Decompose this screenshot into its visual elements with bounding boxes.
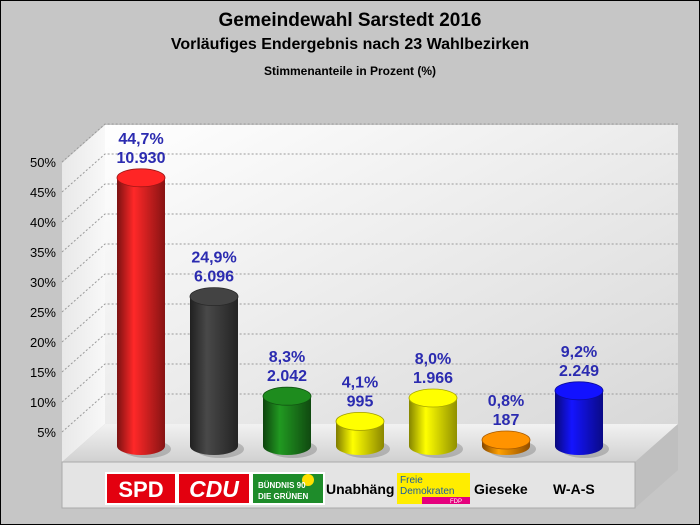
logo-gruene-line1: BÜNDNIS 90: [258, 481, 306, 490]
gridline: [61, 333, 678, 373]
category-unabhaengige: Unabhäng: [326, 481, 394, 497]
chart-subtitle: Vorläufiges Endergebnis nach 23 Wahlbezi…: [170, 36, 530, 53]
percent-label: 44,7%: [118, 131, 163, 148]
floor-right-edge: [635, 424, 678, 508]
data-labels: 44,7% 10.930 24,9% 6.096 8,3% 2.042 4,1% 995 8,0…: [117, 131, 600, 429]
logo-fdp-line2: Demokraten: [400, 486, 454, 497]
logo-fdp: Freie Demokraten FDP: [397, 473, 470, 505]
y-tick-label: 40%: [30, 215, 56, 230]
votes-label: 1.966: [413, 370, 453, 387]
y-tick-label: 50%: [30, 155, 56, 170]
bar-2: [262, 386, 317, 458]
y-tick-label: 30%: [30, 275, 56, 290]
category-gieseke: Gieseke: [474, 481, 528, 497]
y-axis-ticks: 5% 10% 15% 20% 25% 30% 35% 40% 45% 50%: [30, 155, 56, 440]
gridline: [61, 273, 678, 313]
votes-label: 187: [493, 412, 520, 429]
gridlines: [61, 123, 678, 433]
votes-label: 2.042: [267, 368, 307, 385]
gridline: [61, 153, 678, 193]
gridline: [61, 363, 678, 403]
back-wall: [105, 125, 678, 424]
votes-label: 995: [347, 393, 374, 410]
percent-label: 24,9%: [191, 250, 236, 267]
percent-label: 8,0%: [415, 351, 451, 368]
y-tick-label: 25%: [30, 305, 56, 320]
gridline: [61, 303, 678, 343]
logo-gruene-line2: DIE GRÜNEN: [258, 492, 308, 501]
votes-label: 6.096: [194, 269, 234, 286]
chart-title: Gemeindewahl Sarstedt 2016: [218, 10, 482, 31]
y-tick-label: 20%: [30, 335, 56, 350]
logo-cdu-text: CDU: [189, 476, 240, 502]
percent-label: 0,8%: [488, 393, 524, 410]
category-was: W-A-S: [553, 481, 595, 497]
y-tick-label: 45%: [30, 185, 56, 200]
logo-spd-text: SPD: [118, 477, 163, 502]
bar-5: [481, 430, 536, 458]
y-tick-label: 15%: [30, 365, 56, 380]
gridline: [61, 213, 678, 253]
bars: [116, 168, 609, 458]
logo-gruene: BÜNDNIS 90 DIE GRÜNEN: [251, 472, 325, 505]
bar-3: [335, 411, 390, 458]
votes-label: 2.249: [559, 363, 599, 380]
y-tick-label: 5%: [37, 425, 56, 440]
gridline: [61, 123, 678, 163]
bar-4: [408, 388, 463, 458]
bar-1: [189, 287, 244, 458]
y-tick-label: 10%: [30, 395, 56, 410]
gridline: [61, 243, 678, 283]
logo-fdp-line3: FDP: [450, 499, 462, 505]
gridline: [61, 393, 678, 433]
logo-cdu: CDU: [177, 472, 251, 505]
gridline: [61, 183, 678, 223]
percent-label: 4,1%: [342, 374, 378, 391]
bar-0: [116, 168, 171, 458]
y-axis-label: Stimmenanteile in Prozent (%): [263, 64, 437, 78]
percent-label: 8,3%: [269, 349, 305, 366]
y-tick-label: 35%: [30, 245, 56, 260]
logo-fdp-line1: Freie: [400, 475, 423, 486]
votes-label: 10.930: [117, 150, 166, 167]
logo-spd: SPD: [105, 472, 177, 505]
percent-label: 9,2%: [561, 344, 597, 361]
bar-6: [554, 381, 609, 458]
